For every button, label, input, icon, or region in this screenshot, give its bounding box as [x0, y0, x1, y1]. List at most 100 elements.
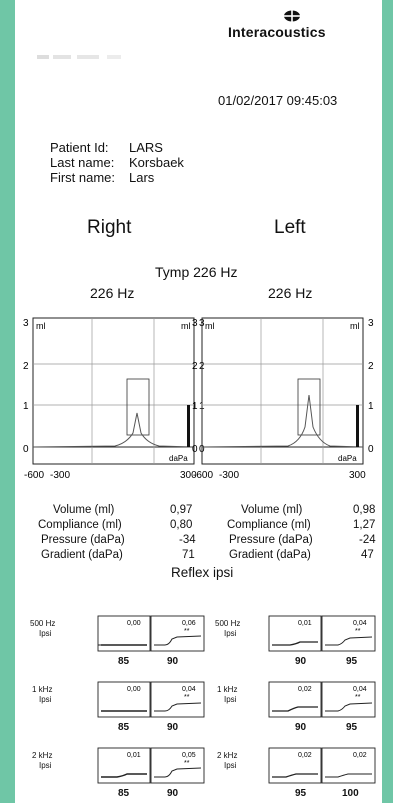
reflex-mode-label: Ipsi: [224, 629, 237, 638]
y-tick-label: 1: [368, 401, 374, 412]
left-tympanogram: 3 2 1 0 3 2 1 0 ml ml daPa -600 -300 300: [192, 317, 374, 481]
reflex-level: 95: [346, 722, 358, 733]
x-tick-label: -300: [50, 470, 70, 481]
unit-dapa-label: daPa: [338, 454, 357, 463]
unit-ml-label: ml: [350, 321, 360, 331]
reflex-trace-pair: 0,02 0,04 **: [268, 681, 376, 718]
reflex-mode-label: Ipsi: [224, 695, 237, 704]
tympanogram-curve: [32, 412, 195, 448]
volume-bar: [187, 405, 190, 447]
x-tick-label: -600: [193, 470, 213, 481]
reflex-level: 95: [346, 656, 358, 667]
right-gradient-label: Gradient (daPa): [41, 549, 123, 561]
x-tick-label: 300: [180, 470, 197, 481]
y-tick-label: 0: [192, 444, 198, 455]
reflex-trace-pair: 0,00 0,06 **: [97, 615, 205, 652]
reflex-value: 0,05: [182, 752, 196, 759]
reflex-marker: **: [355, 628, 361, 635]
left-pressure-value: -24: [359, 534, 376, 546]
reflex-freq-label: 1 kHz: [217, 685, 238, 694]
first-name-row: First name: Lars: [50, 170, 154, 185]
reflex-value: 0,06: [182, 620, 196, 627]
reflex-trace-pair: 0,01 0,05 **: [97, 747, 205, 784]
y-tick-label: 2: [23, 361, 29, 372]
unit-dapa-label: daPa: [169, 454, 188, 463]
left-pressure-label: Pressure (daPa): [229, 534, 313, 546]
reflex-marker: **: [184, 694, 190, 701]
reflex-value: 0,04: [353, 686, 367, 693]
patient-id-label: Patient Id:: [50, 140, 109, 155]
reflex-level: 90: [167, 656, 179, 667]
reflex-value: 0,00: [127, 686, 141, 693]
left-volume-label: Volume (ml): [241, 504, 303, 516]
reflex-value: 0,02: [298, 752, 312, 759]
reflex-freq-label: 2 kHz: [217, 751, 238, 760]
patient-id-row: Patient Id: LARS: [50, 140, 163, 155]
right-compliance-label: Compliance (ml): [38, 519, 122, 531]
x-tick-label: -600: [24, 470, 44, 481]
reflex-marker: **: [184, 628, 190, 635]
brand-logo-icon: [284, 10, 300, 22]
left-gradient-value: 47: [361, 549, 374, 561]
reflex-marker: **: [355, 694, 361, 701]
reflex-level: 90: [167, 788, 179, 799]
reflex-title: Reflex ipsi: [171, 565, 234, 580]
reflex-freq-label: 1 kHz: [32, 685, 53, 694]
report-datetime: 01/02/2017 09:45:03: [218, 93, 338, 108]
reflex-value: 0,04: [182, 686, 196, 693]
volume-bar: [356, 405, 359, 447]
last-name-value: Korsbaek: [129, 155, 184, 170]
reflex-value: 0,00: [127, 620, 141, 627]
reflex-level: 85: [118, 656, 130, 667]
normal-range-box: [297, 378, 321, 436]
tympanogram-curve: [201, 394, 364, 448]
reflex-marker: **: [184, 760, 190, 767]
left-ear-heading: Left: [274, 217, 306, 238]
left-tymp-freq: 226 Hz: [268, 285, 313, 301]
reflex-level: 85: [118, 788, 130, 799]
reflex-trace-pair: 0,01 0,04 **: [268, 615, 376, 652]
brand-name: Interacoustics: [228, 24, 326, 40]
reflex-level: 90: [295, 722, 307, 733]
unit-ml-label: ml: [205, 321, 215, 331]
y-tick-label: 3: [192, 318, 198, 329]
unit-ml-label: ml: [36, 321, 46, 331]
left-gradient-label: Gradient (daPa): [229, 549, 311, 561]
reflex-level: 90: [295, 656, 307, 667]
reflex-level: 85: [118, 722, 130, 733]
reflex-level: 100: [342, 788, 359, 799]
first-name-label: First name:: [50, 170, 116, 185]
reflex-level: 90: [167, 722, 179, 733]
y-tick-label: 0: [368, 444, 374, 455]
reflex-value: 0,01: [127, 752, 141, 759]
y-tick-label: 2: [368, 361, 374, 372]
right-ear-heading: Right: [87, 217, 132, 238]
normal-range-box: [126, 378, 150, 436]
reflex-value: 0,04: [353, 620, 367, 627]
y-tick-label: 2: [192, 361, 198, 372]
blurred-clinic-text: [37, 55, 121, 59]
report-page: Interacoustics 01/02/2017 09:45:03 Patie…: [15, 0, 382, 803]
reflex-value: 0,02: [298, 686, 312, 693]
right-pressure-label: Pressure (daPa): [41, 534, 125, 546]
reflex-trace-pair: 0,00 0,04 **: [97, 681, 205, 718]
plot-frame: [201, 317, 364, 465]
x-tick-label: 300: [349, 470, 366, 481]
left-compliance-value: 1,27: [353, 519, 376, 531]
y-tick-label: 3: [23, 318, 29, 329]
left-volume-value: 0,98: [353, 504, 376, 516]
y-tick-label: 1: [192, 401, 198, 412]
reflex-mode-label: Ipsi: [39, 761, 52, 770]
reflex-trace-pair: 0,02 0,02: [268, 747, 376, 784]
tymp-title: Tymp 226 Hz: [155, 264, 238, 280]
reflex-freq-label: 500 Hz: [30, 619, 56, 628]
reflex-freq-label: 2 kHz: [32, 751, 53, 760]
last-name-row: Last name: Korsbaek: [50, 155, 184, 170]
right-pressure-value: -34: [179, 534, 196, 546]
reflex-value: 0,02: [353, 752, 367, 759]
reflex-mode-label: Ipsi: [224, 761, 237, 770]
right-compliance-value: 0,80: [170, 519, 193, 531]
reflex-mode-label: Ipsi: [39, 695, 52, 704]
first-name-value: Lars: [129, 170, 155, 185]
right-gradient-value: 71: [182, 549, 195, 561]
